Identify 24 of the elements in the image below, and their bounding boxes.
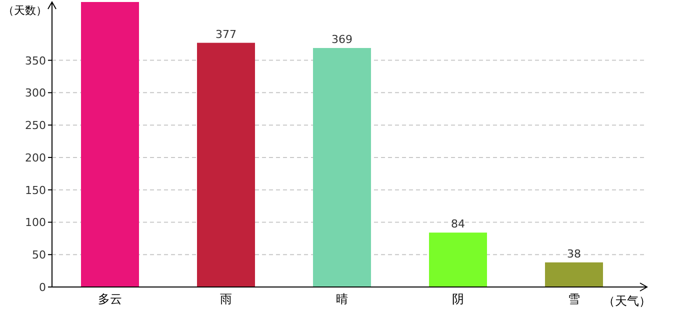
x-tick-label: 雪: [568, 292, 580, 306]
y-tick-label: 350: [25, 54, 46, 68]
bar: [81, 2, 139, 287]
data-label: 369: [332, 32, 352, 46]
data-label: 84: [451, 218, 465, 231]
y-tick-label: 0: [39, 281, 46, 294]
y-tick-label: 150: [25, 184, 46, 197]
data-label: 377: [216, 28, 236, 41]
y-tick-label: 100: [25, 216, 46, 230]
bar: [197, 42, 255, 287]
y-tick-label: 300: [25, 86, 46, 100]
x-tick-label: 晴: [336, 292, 348, 306]
x-tick-label: 阴: [452, 292, 464, 306]
y-tick-label: 50: [32, 248, 46, 262]
bar: [429, 232, 487, 287]
x-tick-label: 雨: [220, 292, 232, 306]
bar: [313, 48, 371, 287]
x-tick-label: 多云: [98, 292, 122, 306]
y-axis-title: （天数）: [3, 4, 47, 17]
data-label: 38: [567, 247, 581, 260]
x-axis-title: （天气）: [603, 294, 651, 308]
y-tick-label: 250: [25, 119, 46, 132]
bar: [545, 262, 603, 287]
y-tick-label: 200: [25, 151, 46, 164]
